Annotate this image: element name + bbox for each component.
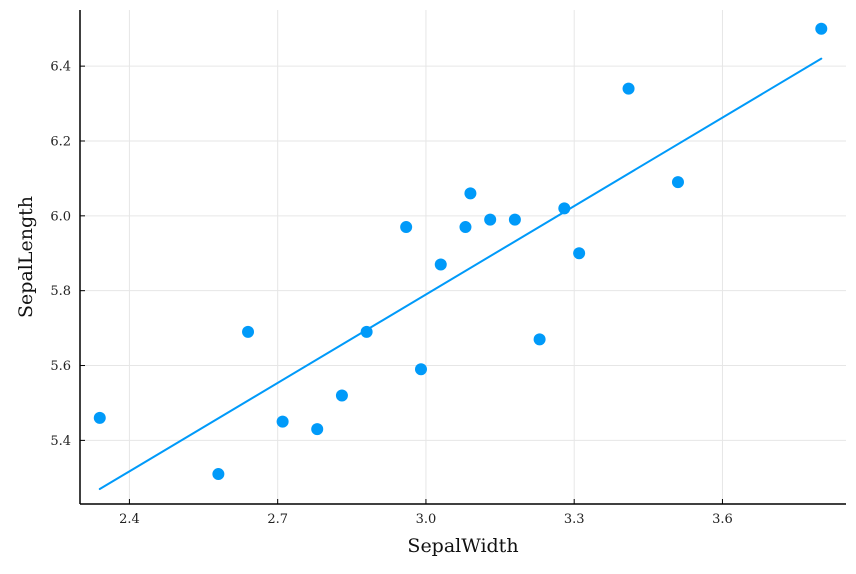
data-point — [508, 213, 521, 226]
data-point — [400, 221, 413, 234]
y-tick-label: 5.8 — [50, 284, 71, 299]
data-point — [212, 468, 225, 481]
data-point — [671, 176, 684, 189]
y-axis-title: SepalLength — [15, 196, 37, 318]
data-point — [573, 247, 586, 260]
y-ticks: 5.4 5.6 5.8 6.0 6.2 6.4 — [50, 60, 85, 449]
y-tick-label: 5.6 — [50, 359, 71, 374]
y-tick-label: 5.4 — [50, 434, 71, 449]
x-tick-label: 3.6 — [712, 512, 733, 527]
data-point — [311, 423, 324, 436]
x-tick-label: 2.7 — [267, 512, 288, 527]
data-point — [533, 333, 546, 346]
data-point — [93, 411, 106, 424]
data-point — [335, 389, 348, 402]
data-point — [622, 82, 635, 95]
y-tick-label: 6.4 — [50, 60, 71, 75]
data-point — [360, 325, 373, 338]
data-point — [558, 202, 571, 215]
data-point — [484, 213, 497, 226]
x-tick-label: 2.4 — [119, 512, 140, 527]
data-point — [414, 363, 427, 376]
x-axis-title: SepalWidth — [407, 535, 518, 557]
data-point — [815, 22, 828, 35]
data-point — [276, 415, 289, 428]
data-point — [464, 187, 477, 200]
y-tick-label: 6.0 — [50, 209, 71, 224]
y-tick-label: 6.2 — [50, 134, 71, 149]
x-tick-label: 3.0 — [416, 512, 437, 527]
axes — [79, 10, 846, 505]
data-point — [434, 258, 447, 271]
data-point — [242, 325, 255, 338]
x-tick-label: 3.3 — [564, 512, 585, 527]
fit-line — [98, 57, 823, 491]
x-ticks: 2.4 2.7 3.0 3.3 3.6 — [119, 499, 733, 527]
series — [93, 22, 828, 491]
data-point — [459, 221, 472, 234]
grid — [80, 10, 846, 504]
